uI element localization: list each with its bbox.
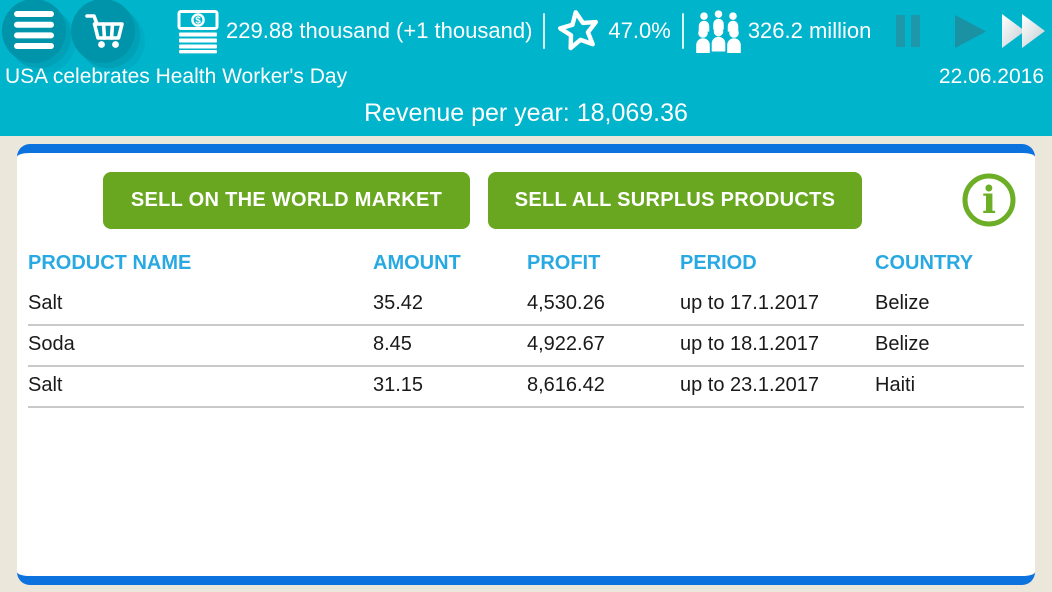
cell-product: Soda: [28, 325, 373, 367]
cart-icon: [81, 7, 125, 56]
col-header-product-name: PRODUCT NAME: [28, 252, 192, 274]
col-header-period: PERIOD: [680, 252, 757, 274]
market-button[interactable]: [71, 0, 135, 63]
play-button[interactable]: [953, 15, 987, 53]
current-date: 22.06.2016: [938, 65, 1044, 88]
sell-all-surplus-button[interactable]: SELL ALL SURPLUS PRODUCTS: [488, 172, 862, 229]
sell-world-market-button[interactable]: SELL ON THE WORLD MARKET: [103, 172, 470, 229]
cell-profit: 4,530.26: [527, 285, 680, 326]
col-header-country: COUNTRY: [875, 252, 974, 274]
fast-forward-button[interactable]: [1000, 13, 1047, 54]
revenue-per-year: Revenue per year: 18,069.36: [364, 99, 688, 127]
col-header-profit: PROFIT: [527, 252, 601, 274]
cell-country: Haiti: [875, 366, 1024, 408]
table-row[interactable]: Salt 31.15 8,616.42 up to 23.1.2017 Hait…: [28, 366, 1024, 408]
news-headline: USA celebrates Health Worker's Day: [5, 65, 348, 88]
cell-country: Belize: [875, 325, 1024, 367]
table-row[interactable]: Salt 35.42 4,530.26 up to 17.1.2017 Beli…: [28, 285, 1024, 326]
cell-product: Salt: [28, 366, 373, 408]
cell-amount: 8.45: [373, 325, 527, 367]
population-icon: [695, 9, 742, 53]
rating-value: 47.0%: [608, 18, 671, 43]
cell-period: up to 23.1.2017: [680, 366, 875, 408]
play-icon: [953, 15, 987, 52]
stats-bar: $ 229.88 thousand (+1 thousand) 47.0%: [176, 0, 871, 62]
fast-forward-icon: [1000, 14, 1047, 53]
cell-period: up to 17.1.2017: [680, 285, 875, 326]
cell-profit: 8,616.42: [527, 366, 680, 408]
stat-separator: [681, 13, 684, 49]
table-row[interactable]: Soda 8.45 4,922.67 up to 18.1.2017 Beliz…: [28, 325, 1024, 367]
menu-button[interactable]: [2, 0, 66, 63]
svg-text:$: $: [195, 16, 201, 27]
cell-amount: 35.42: [373, 285, 527, 326]
cell-country: Belize: [875, 285, 1024, 326]
top-header: $ 229.88 thousand (+1 thousand) 47.0%: [0, 0, 1052, 136]
pause-button[interactable]: [893, 14, 923, 53]
col-header-amount: AMOUNT: [373, 252, 461, 274]
stat-separator: [543, 13, 546, 49]
cell-amount: 31.15: [373, 366, 527, 408]
table-header-row: PRODUCT NAME AMOUNT PROFIT PERIOD COUNTR…: [28, 248, 1024, 285]
money-value: 229.88 thousand (+1 thousand): [226, 18, 533, 43]
info-button[interactable]: i: [961, 172, 1017, 228]
money-icon: $: [176, 8, 220, 54]
cell-product: Salt: [28, 285, 373, 326]
hamburger-icon: [12, 7, 56, 56]
pause-icon: [893, 15, 923, 52]
svg-text:i: i: [982, 178, 996, 222]
trade-panel: SELL ON THE WORLD MARKET SELL ALL SURPLU…: [17, 144, 1035, 585]
cell-profit: 4,922.67: [527, 325, 680, 367]
info-icon: i: [961, 173, 1017, 231]
rating-star-icon: [556, 8, 602, 54]
contracts-table: PRODUCT NAME AMOUNT PROFIT PERIOD COUNTR…: [28, 248, 1024, 408]
cell-period: up to 18.1.2017: [680, 325, 875, 367]
population-value: 326.2 million: [747, 18, 872, 43]
